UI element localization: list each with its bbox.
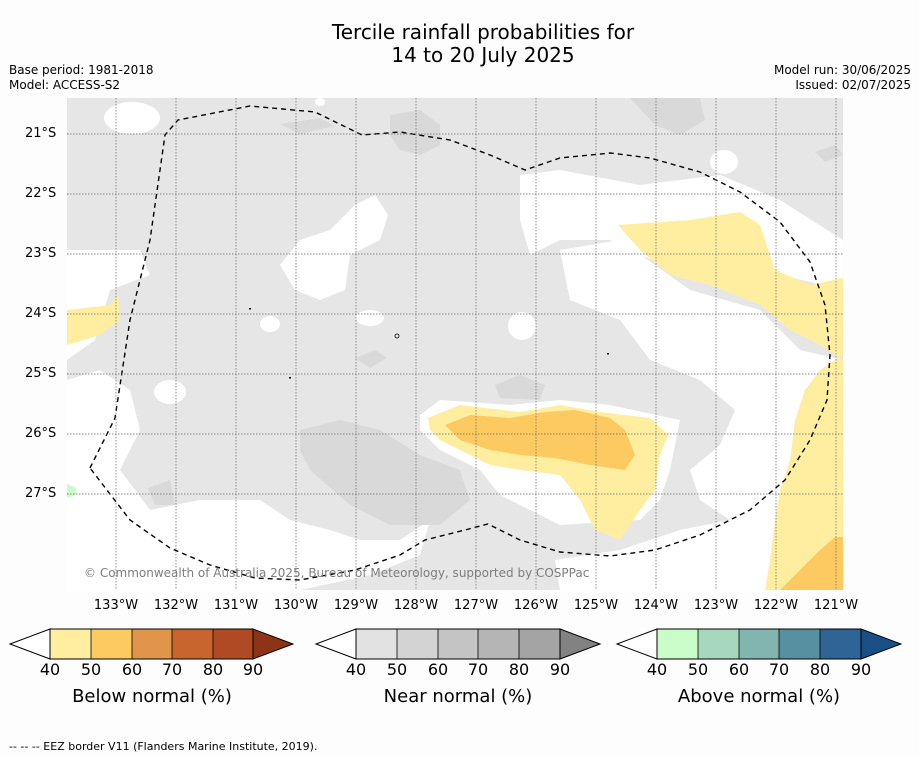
near-normal-50-area (148, 480, 175, 505)
white-area-southwest (67, 370, 430, 590)
white-blob (315, 98, 325, 106)
near-normal-50-area (630, 98, 705, 135)
below-normal-50-area (780, 537, 843, 590)
island-marker (249, 308, 251, 310)
lat-label: 27°S (25, 486, 57, 501)
lon-label: 132°W (153, 598, 199, 613)
colorbar-label-near-normal: Near normal (%) (383, 686, 533, 707)
lon-label: 128°W (393, 598, 439, 613)
colorbar-tick: 60 (728, 660, 750, 679)
colorbar-tick: 40 (39, 660, 61, 679)
near-normal-50-area (390, 110, 440, 155)
lat-label: 24°S (25, 306, 57, 321)
colorbar-tick: 60 (121, 660, 143, 679)
lat-label: 26°S (25, 426, 57, 441)
lon-label: 125°W (573, 598, 619, 613)
lon-label: 129°W (333, 598, 379, 613)
near-normal-50-area (495, 375, 545, 400)
white-area-southeast (560, 240, 843, 590)
chart-title-line1: Tercile rainfall probabilities for (331, 20, 635, 44)
white-blob (710, 150, 738, 174)
colorbar-tick: 40 (646, 660, 668, 679)
white-blob (104, 102, 160, 134)
lon-label: 122°W (753, 598, 799, 613)
lon-label: 124°W (633, 598, 679, 613)
lon-label: 121°W (813, 598, 859, 613)
colorbar-near-normal (314, 628, 602, 660)
white-blob (698, 346, 750, 366)
colorbar-below-normal (8, 628, 295, 660)
colorbar-tick: 90 (242, 660, 264, 679)
colorbar-tick: 80 (809, 660, 831, 679)
above-normal-40-area (67, 484, 76, 498)
lat-label: 22°S (25, 186, 57, 201)
white-blob (154, 380, 186, 404)
colorbar-tick: 60 (427, 660, 449, 679)
colorbar-tick: 70 (467, 660, 489, 679)
lon-label: 133°W (93, 598, 139, 613)
issued-text: Issued: 02/07/2025 (795, 78, 911, 92)
white-blob (356, 310, 384, 326)
colorbar-tick: 50 (687, 660, 709, 679)
colorbar-tick: 90 (850, 660, 872, 679)
below-normal-40-area (67, 295, 120, 345)
lon-label: 123°W (693, 598, 739, 613)
eez-footnote: -- -- -- EEZ border V11 (Flanders Marine… (9, 740, 318, 753)
model-run-text: Model run: 30/06/2025 (773, 63, 911, 77)
lon-label: 131°W (213, 598, 259, 613)
lon-label: 127°W (453, 598, 499, 613)
colorbar-tick: 90 (549, 660, 571, 679)
colorbar-above-normal (615, 628, 903, 660)
colorbar-tick: 40 (345, 660, 367, 679)
near-normal-area (67, 120, 380, 300)
colorbar-tick: 80 (202, 660, 224, 679)
near-normal-50-area (280, 118, 335, 134)
white-area-south-edge (555, 520, 760, 590)
model-text: Model: ACCESS-S2 (9, 78, 121, 92)
lat-label: 23°S (25, 246, 57, 261)
lon-label: 130°W (273, 598, 319, 613)
colorbar-tick: 80 (508, 660, 530, 679)
lat-label: 21°S (25, 126, 57, 141)
lat-label: 25°S (25, 366, 57, 381)
colorbar-tick: 50 (80, 660, 102, 679)
chart-title-line2: 14 to 20 July 2025 (391, 43, 575, 67)
eez-border-line (89, 105, 831, 581)
lon-label: 126°W (513, 598, 559, 613)
map-gridlines (67, 98, 843, 590)
near-normal-50-area (355, 350, 387, 368)
below-normal-40-area (618, 212, 843, 590)
below-normal-50-area (445, 410, 635, 470)
island-marker (607, 353, 609, 355)
white-area-center (280, 195, 388, 300)
copyright-text: © Commonwealth of Australia 2025, Bureau… (84, 566, 589, 580)
white-blob (260, 316, 280, 332)
white-blob (508, 312, 536, 340)
colorbar-tick: 70 (768, 660, 790, 679)
colorbar-label-above-normal: Above normal (%) (677, 686, 841, 707)
island-marker (394, 333, 400, 339)
colorbar-tick: 70 (161, 660, 183, 679)
probability-fields: © Commonwealth of Australia 2025, Bureau… (67, 98, 843, 590)
colorbar-label-below-normal: Below normal (%) (72, 686, 232, 707)
near-normal-50-area (300, 420, 470, 525)
island-marker (289, 377, 291, 379)
colorbar-tick: 50 (386, 660, 408, 679)
base-period-text: Base period: 1981-2018 (9, 63, 154, 77)
